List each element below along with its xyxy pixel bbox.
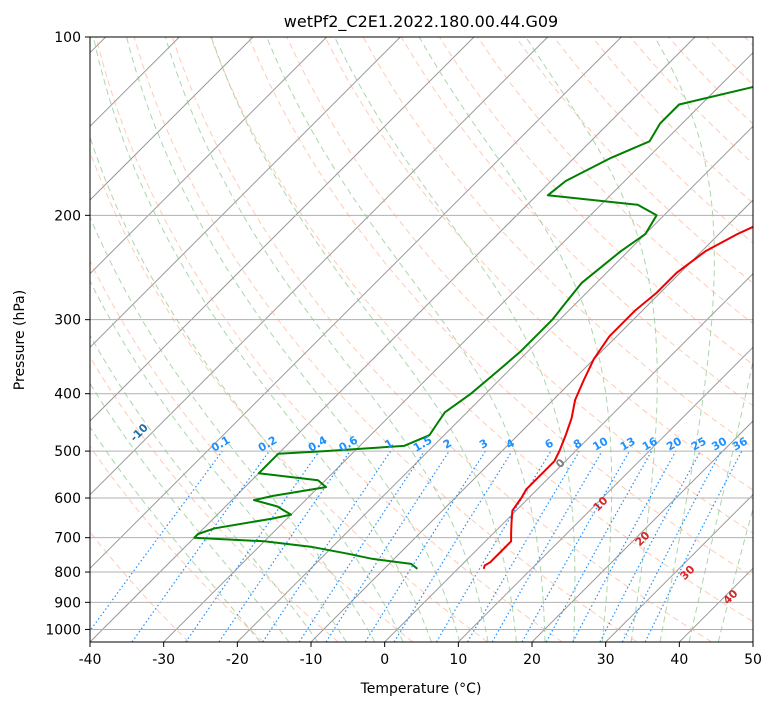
moist-adiabat-line [92,37,432,642]
x-tick-label: -10 [300,652,323,668]
mixing-ratio-line [218,450,351,642]
y-tick-label: 400 [54,387,81,403]
moist-adiabat-line [688,358,753,642]
sounding-series [193,85,753,570]
dry-adiabat-line [90,356,339,642]
y-tick-label: 1000 [45,622,81,638]
background-lines [90,37,753,642]
isotherm-line [90,37,622,570]
moist-adiabat-line [90,215,376,642]
mixing-ratio-line [644,450,743,642]
moist-adiabat-line [164,37,489,642]
isotherm-line [90,37,328,275]
moist-adiabat-line [126,37,461,642]
mixing-ratio-line [521,450,631,642]
moist-adiabat-line [266,37,546,642]
pressure-gridlines [90,37,753,630]
y-axis-ticks: 100 200 300 400 500 600 700 800 900 1000 [45,30,90,638]
x-axis-ticks: -40 -30 -20 -10 0 10 20 30 40 50 [79,642,762,668]
mixing-ratio-line [572,450,677,642]
x-tick-label: 0 [380,652,389,668]
isotherm-line [90,37,696,642]
mixing-ratio-line [298,450,425,642]
dry-adiabat-line [248,37,753,578]
dry-adiabat-line [90,445,264,642]
y-tick-label: 300 [54,313,81,329]
y-tick-label: 600 [54,491,81,507]
dewpoint-profile-line [193,85,753,570]
isotherm-line [90,37,401,349]
x-tick-label: -30 [152,652,175,668]
x-tick-label: -40 [79,652,102,668]
moist-adiabat-line [90,135,404,642]
moist-adiabat-line [210,37,517,642]
isotherm-line [90,37,475,422]
mixing-ratio-line [325,450,450,642]
dry-adiabat-line [90,259,414,642]
dry-adiabat-line [171,37,712,642]
moist-adiabat-line [418,37,613,642]
mixing-ratio-line [131,450,270,642]
y-tick-label: 900 [54,595,81,611]
moist-adiabat-line [90,382,290,642]
moist-adiabat-line [654,37,715,642]
isotherm-line [457,346,753,642]
mixing-ratio-line [185,450,320,642]
moist-adiabat-line [334,37,576,642]
isotherm-line [236,125,753,642]
mixing-ratio-line [90,450,223,632]
temperature-profile-line [482,225,753,570]
y-tick-label: 500 [54,444,81,460]
dry-adiabat-line [324,37,753,491]
moist-adiabat-line [90,334,319,642]
mixing-ratio-line [545,450,653,642]
x-tick-label: 50 [744,652,762,668]
y-axis-label: Pressure (hPa) [12,290,28,390]
moist-adiabat-line [717,506,753,642]
dry-adiabat-line [95,37,563,642]
x-tick-label: 20 [523,652,541,668]
mixing-ratio-line [393,450,513,642]
moist-adiabat-line [525,37,658,642]
isotherm-line [531,420,753,642]
plot-frame [89,36,754,643]
x-tick-label: 40 [670,652,688,668]
y-tick-label: 800 [54,565,81,581]
y-tick-label: 700 [54,531,81,547]
mixing-ratio-line [262,450,392,642]
isotherm-line [90,37,254,201]
x-axis-label: Temperature (°C) [360,681,482,697]
isotherm-line [605,493,753,642]
isotherm-line [90,37,549,496]
isotherm-line [384,272,753,642]
moist-adiabat-line [90,426,261,642]
chart-title: wetPf2_C2E1.2022.180.00.44.G09 [284,12,558,32]
y-tick-label: 100 [54,30,81,46]
dry-adiabat-line [210,37,753,623]
dry-adiabat-line [515,37,753,284]
x-tick-label: -20 [226,652,249,668]
y-tick-label: 200 [54,208,81,224]
x-tick-label: 10 [449,652,467,668]
x-tick-label: 30 [597,652,615,668]
dry-adiabat-line [286,37,753,534]
